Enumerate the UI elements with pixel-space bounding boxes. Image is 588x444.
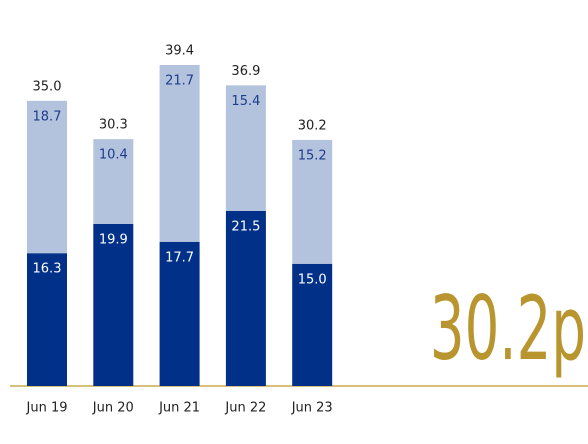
segment-label: 18.7 [33,109,62,124]
total-label: 35.0 [33,79,62,94]
segment-label: 10.4 [99,148,128,163]
bar-segment [93,223,134,386]
x-tick-label: Jun 22 [224,401,266,416]
x-tick-label: Jun 21 [158,401,200,416]
bar-segment [292,263,333,386]
segment-label: 15.2 [298,148,327,163]
x-tick-label: Jun 19 [26,401,68,416]
segment-label: 21.7 [165,74,194,89]
headline-figure: 30.2p [430,279,586,381]
bar-segment [27,100,67,254]
bar-segment [225,85,266,211]
bar-segment [27,253,67,386]
total-label: 36.9 [231,64,260,79]
total-label: 30.3 [99,118,128,133]
bar-segment [225,210,266,386]
bar-segment [93,139,134,224]
total-label: 30.2 [298,118,327,133]
x-tick-label: Jun 23 [291,401,333,416]
x-tick-label: Jun 20 [92,401,134,416]
total-label: 39.4 [165,44,194,59]
segment-label: 15.4 [231,94,260,109]
segment-label: 15.0 [298,272,327,287]
bar-segment [292,139,333,264]
bar-segment [159,241,200,386]
segment-label: 19.9 [99,232,128,247]
segment-label: 17.7 [165,250,194,265]
segment-label: 21.5 [231,219,260,234]
bar-segment [159,65,200,242]
segment-label: 16.3 [33,262,62,277]
